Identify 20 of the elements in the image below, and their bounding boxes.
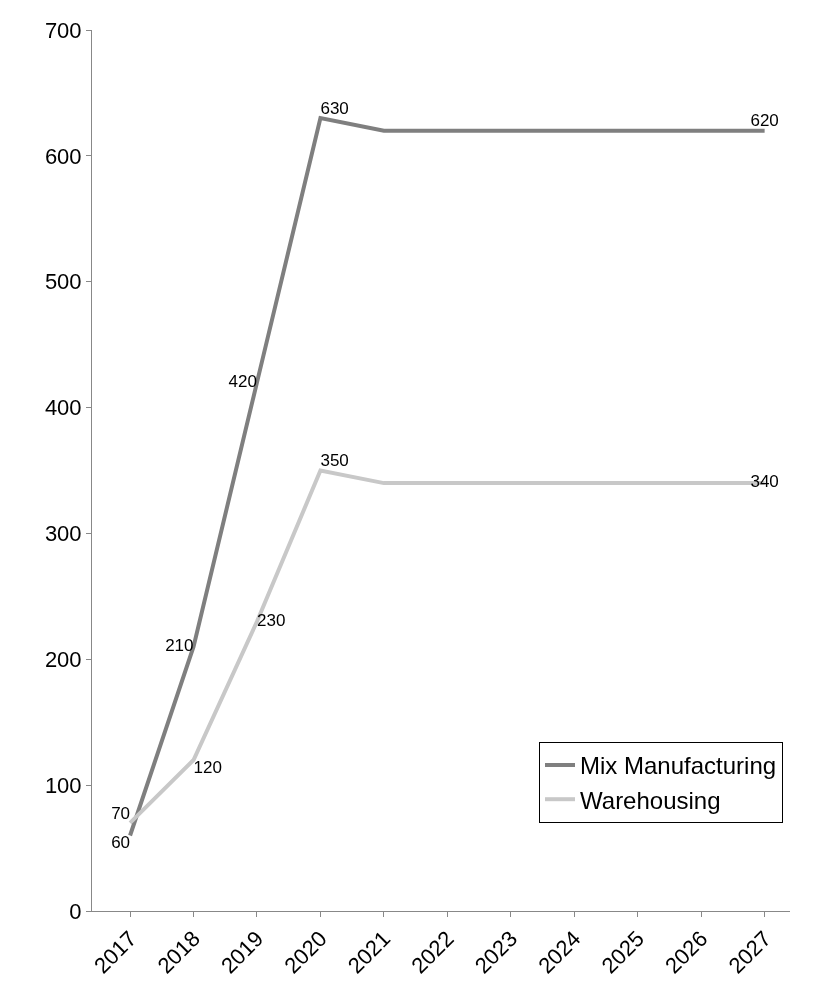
data-label: 230 bbox=[256, 610, 286, 630]
data-label: 620 bbox=[750, 111, 779, 131]
data-label: 630 bbox=[320, 98, 349, 118]
data-label: 420 bbox=[228, 371, 257, 391]
data-label: 120 bbox=[193, 757, 222, 777]
y-tick-label: 200 bbox=[44, 646, 82, 672]
data-label: 340 bbox=[750, 472, 779, 492]
data-label: 60 bbox=[111, 833, 131, 853]
y-tick-label: 100 bbox=[44, 772, 82, 798]
y-tick-label: 500 bbox=[44, 269, 82, 295]
data-label: 350 bbox=[320, 451, 349, 471]
data-label: 210 bbox=[165, 635, 194, 655]
legend-label: Mix Manufacturing bbox=[580, 752, 777, 780]
y-tick-label: 400 bbox=[44, 395, 82, 421]
data-label: 70 bbox=[111, 803, 131, 823]
y-tick-label: 300 bbox=[44, 521, 82, 547]
y-tick-label: 0 bbox=[69, 898, 82, 924]
legend-label: Warehousing bbox=[580, 786, 721, 814]
y-tick-label: 700 bbox=[44, 17, 82, 43]
y-tick-label: 600 bbox=[44, 143, 82, 169]
